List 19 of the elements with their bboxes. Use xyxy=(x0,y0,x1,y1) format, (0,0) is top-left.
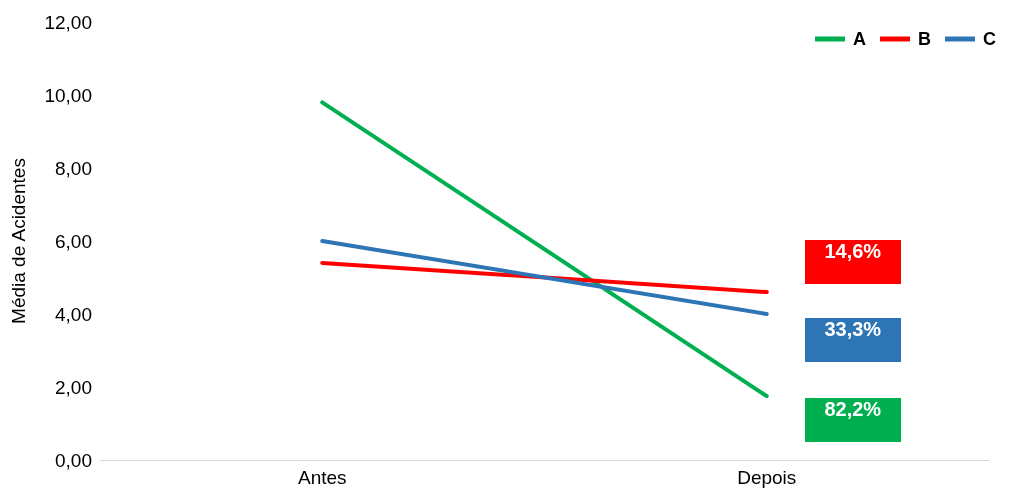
x-tick-label: Depois xyxy=(737,467,797,488)
y-tick-label: 2,00 xyxy=(55,376,92,398)
y-tick-label: 8,00 xyxy=(55,157,92,179)
percent-tag: 14,6% xyxy=(804,240,901,285)
y-tick-label: 6,00 xyxy=(55,230,92,252)
y-axis-title: Média de Acidentes xyxy=(8,158,29,324)
y-tick-label: 0,00 xyxy=(55,449,92,471)
percent-tag: 82,2% xyxy=(804,398,901,443)
annotation: 14,6% xyxy=(824,240,882,263)
legend-label: A xyxy=(853,29,866,49)
annotation: 82,2% xyxy=(824,398,882,421)
y-tick-label: 4,00 xyxy=(55,303,92,325)
x-tick-label: Antes xyxy=(297,467,347,488)
legend-label: C xyxy=(983,29,996,49)
percent-tag: 33,3% xyxy=(804,318,901,362)
y-tick-label: 12,00 xyxy=(44,11,92,33)
legend-label: B xyxy=(918,29,931,49)
annotation: 33,3% xyxy=(824,318,882,340)
y-tick-label: 10,00 xyxy=(44,84,92,106)
